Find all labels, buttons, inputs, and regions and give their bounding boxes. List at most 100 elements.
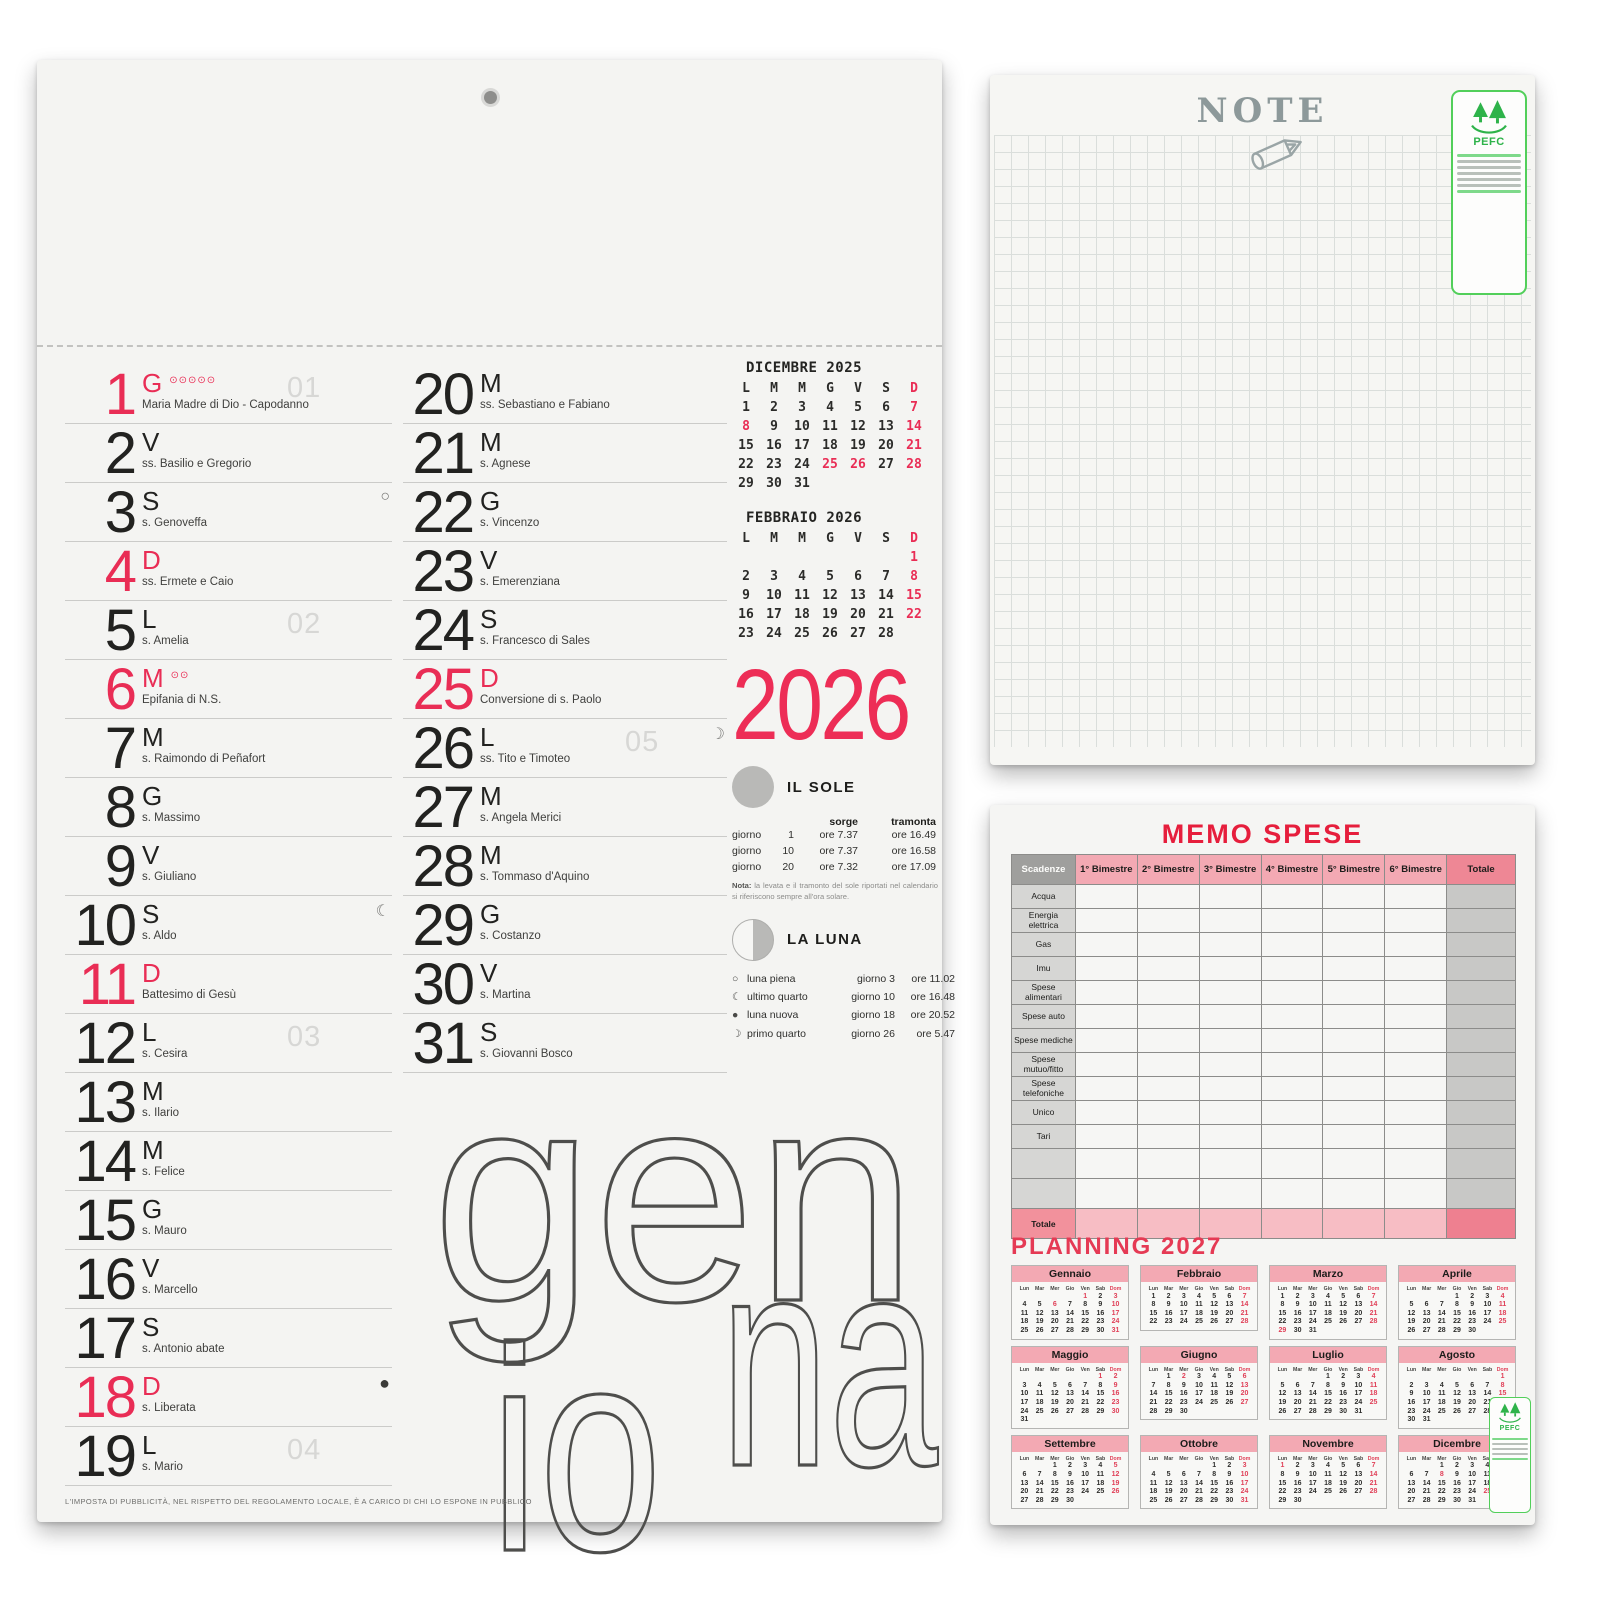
mini-calendar: Aprile Lun Mar Mer Gio Ven Sab Dom 1 2 3 4 5 6 7 8 9 10 11… [1398,1265,1516,1340]
mini-dow-label: Mar [1422,1366,1432,1373]
mini-day-cell: 11 [1035,1390,1044,1398]
mini-day-cell: 21 [1240,1309,1249,1317]
mini-dow-label: Ven [1338,1366,1348,1373]
mini-day-cell: 21 [1437,1318,1446,1326]
mini-day-cell: 23 [1339,1398,1348,1406]
memo-cell [1198,884,1262,909]
mini-day-cell: 23 [1225,1488,1234,1496]
mini-day-cell: 5 [1455,1381,1459,1389]
mini-day-cell: 16 [1225,1479,1234,1487]
mini-day-cell: 19 [850,438,866,453]
mini-day-cell: 30 [1339,1407,1348,1415]
mini-day-cell: 28 [1483,1407,1492,1415]
mini-day-cell: 10 [1308,1301,1317,1309]
mini-day-cell: 13 [1066,1390,1074,1398]
mini-day-cell: 6 [882,400,890,415]
mini-day-cell: 15 [906,588,922,603]
mini-day-cell: 17 [1468,1479,1477,1487]
mini-dow-label: Gio [1065,1366,1075,1373]
mini-day-cell: 30 [1066,1496,1074,1504]
memo-header-cell: 6° Bimestre [1384,854,1448,885]
memo-cell [1260,1076,1324,1101]
mini-dow-label: Lun [1406,1366,1417,1373]
mini-day-cell: 18 [1324,1479,1332,1487]
mini-day-cell: 8 [1280,1301,1285,1309]
mini-day-cell: 25 [1020,1326,1029,1334]
memo-cell [1074,1076,1138,1101]
mini-day-cell: 13 [1468,1390,1477,1398]
mini-day-cell: 14 [1240,1301,1249,1309]
mini-day-cell: 4 [1485,1462,1490,1470]
mini-day-cell: 20 [1179,1488,1188,1496]
saint-name: Epifania di N.S. [142,694,222,706]
mini-day-cell: 22 [1437,1488,1446,1496]
mini-day-cell: 17 [1240,1479,1249,1487]
moon-phase-name: primo quarto [747,1027,806,1040]
mini-day-cell: 13 [1354,1301,1363,1309]
mini-day-cell: 3 [1197,1373,1201,1381]
weekday-letter: M [480,840,502,870]
mini-calendar: Febbraio Lun Mar Mer Gio Ven Sab Dom 1 2 3 4 5 6 7 8 9 10… [1140,1265,1258,1331]
mini-dow-label: Sab [1353,1286,1364,1292]
mini-day-cell: 7 [1068,1301,1072,1309]
mini-day-cell: 11 [1020,1309,1029,1317]
mini-day-cell: 15 [1278,1309,1287,1317]
mini-dow-label: Mer [1308,1366,1318,1373]
mini-day-cell: 7 [1310,1381,1315,1389]
moon-phase-row: ☽ primo quarto giorno 26 ore 5.47 [732,1025,955,1043]
mini-dow-label: Mar [1035,1366,1045,1373]
mini-day-cell: 13 [1020,1479,1029,1487]
mini-day-cell: 24 [1179,1318,1188,1326]
mini-day-cell: 24 [1308,1488,1317,1496]
mini-day-cell: 24 [1468,1488,1477,1496]
sun-table-row: giorno 10 ore 7.37 ore 16.58 [732,844,942,860]
mini-day-cell: 23 [1453,1488,1461,1496]
mini-dow-label: Mar [1035,1455,1045,1462]
mini-day-cell: 18 [1369,1390,1378,1398]
mini-day-cell: 20 [1066,1398,1074,1406]
mini-dow-label: M [770,381,778,396]
mini-day-cell: 4 [1500,1292,1505,1300]
memo-row-label: Spese alimentari [1011,980,1076,1005]
mini-day-cell: 30 [1453,1496,1461,1504]
mini-day-cell: 6 [1068,1381,1072,1389]
memo-cell [1322,1100,1386,1125]
mini-day-cell: 19 [1225,1390,1234,1398]
mini-day-cell: 24 [1483,1318,1492,1326]
mini-day-cell: 12 [1339,1301,1348,1309]
memo-header-cell: Totale [1446,854,1516,885]
mini-day-cell: 28 [1066,1326,1074,1334]
mini-day-cell: 26 [1111,1488,1120,1496]
mini-day-cell: 18 [1324,1309,1332,1317]
mini-dow-label: M [798,531,806,546]
memo-row [1011,1148,1516,1179]
mini-day-cell: 30 [1407,1416,1416,1424]
mini-day-cell: 26 [1407,1326,1416,1334]
saint-name: ss. Sebastiano e Fabiano [480,399,610,411]
mini-day-cell: 31 [1422,1416,1431,1424]
memo-cell [1198,956,1262,981]
mini-day-cell: 25 [794,626,810,641]
mini-day-cell: 2 [1166,1292,1171,1300]
mini-day-cell: 24 [766,626,782,641]
moon-phase-icon: ● [379,1373,390,1393]
mini-day-cell: 27 [850,626,866,641]
weekday-letter: M [480,368,502,398]
mini-calendar-title: Ottobre [1141,1435,1257,1452]
pefc-certification-badge: PEFC [1451,90,1527,295]
mini-day-cell: 27 [1468,1407,1477,1415]
memo-header-cell: 2° Bimestre [1136,854,1200,885]
mini-dow-label: Ven [1209,1366,1219,1373]
memo-cell [1322,1028,1386,1053]
memo-row-label: Gas [1011,932,1076,957]
mini-day-cell: 15 [738,438,754,453]
mini-day-cell: 12 [1050,1390,1059,1398]
day-number: 16 [74,1247,137,1312]
mini-day-cell: 6 [1409,1470,1414,1478]
mini-day-cell: 12 [1111,1470,1120,1478]
mini-day-cell: 11 [1369,1381,1378,1389]
weekday-letter: M [142,722,164,752]
mini-day-cell: 10 [1081,1470,1090,1478]
